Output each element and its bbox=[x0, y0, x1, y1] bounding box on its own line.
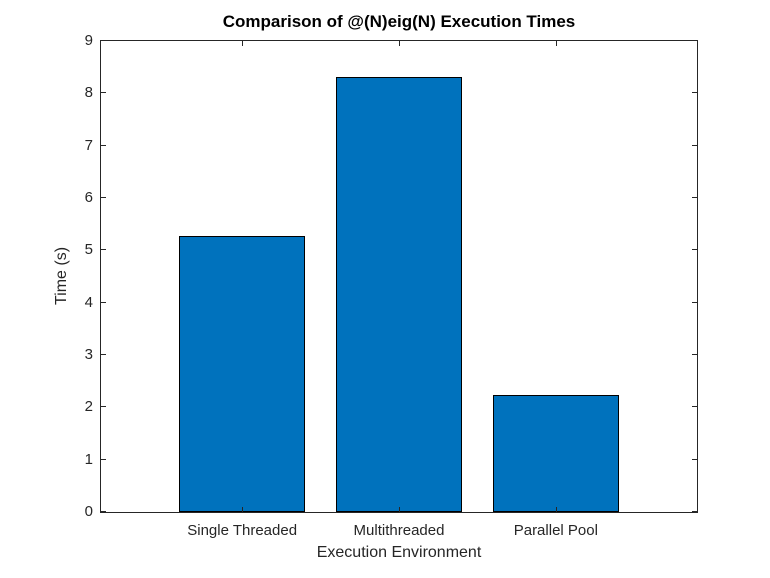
y-tick-mark bbox=[692, 197, 697, 198]
bar-single-threaded bbox=[179, 236, 305, 512]
y-tick-label: 7 bbox=[84, 136, 93, 154]
chart-title: Comparison of @(N)eig(N) Execution Times bbox=[222, 12, 576, 31]
y-tick-label: 0 bbox=[84, 503, 93, 520]
x-tick-mark bbox=[555, 41, 557, 46]
y-tick-mark bbox=[692, 301, 697, 303]
y-tick-mark bbox=[101, 354, 106, 355]
bar-parallel-pool bbox=[493, 395, 619, 512]
y-tick-label: 5 bbox=[84, 241, 93, 259]
y-tick-mark bbox=[101, 458, 106, 460]
y-tick-mark bbox=[692, 458, 697, 460]
y-tick-mark bbox=[101, 301, 106, 303]
bar-multithreaded bbox=[336, 77, 462, 512]
x-tick-label: Parallel Pool bbox=[513, 522, 598, 539]
x-tick-mark bbox=[242, 507, 244, 512]
plot-area bbox=[100, 40, 698, 513]
y-tick-mark bbox=[692, 406, 697, 408]
y-tick-label: 6 bbox=[84, 189, 93, 206]
y-tick-mark bbox=[101, 197, 106, 198]
x-tick-mark bbox=[399, 507, 400, 512]
y-tick-mark bbox=[101, 40, 106, 41]
x-tick-label: Single Threaded bbox=[187, 522, 298, 539]
y-tick-mark bbox=[101, 144, 106, 146]
y-tick-label: 3 bbox=[84, 346, 93, 363]
x-tick-label: Multithreaded bbox=[353, 522, 445, 539]
y-tick-mark bbox=[692, 511, 697, 512]
x-axis-label: Execution Environment bbox=[316, 544, 482, 561]
y-tick-mark bbox=[692, 40, 697, 41]
y-tick-mark bbox=[692, 249, 697, 251]
y-tick-mark bbox=[692, 92, 697, 94]
y-tick-label: 4 bbox=[84, 293, 93, 311]
y-tick-label: 1 bbox=[84, 450, 93, 468]
y-tick-mark bbox=[692, 144, 697, 146]
y-tick-label: 9 bbox=[84, 32, 93, 49]
y-tick-mark bbox=[101, 92, 106, 94]
y-tick-label: 8 bbox=[84, 84, 93, 102]
y-tick-mark bbox=[692, 354, 697, 355]
y-tick-label: 2 bbox=[84, 398, 93, 416]
x-tick-mark bbox=[555, 507, 557, 512]
y-tick-mark bbox=[101, 249, 106, 251]
x-tick-mark bbox=[399, 41, 400, 46]
y-tick-mark bbox=[101, 511, 106, 512]
x-tick-mark bbox=[242, 41, 244, 46]
y-tick-mark bbox=[101, 406, 106, 408]
